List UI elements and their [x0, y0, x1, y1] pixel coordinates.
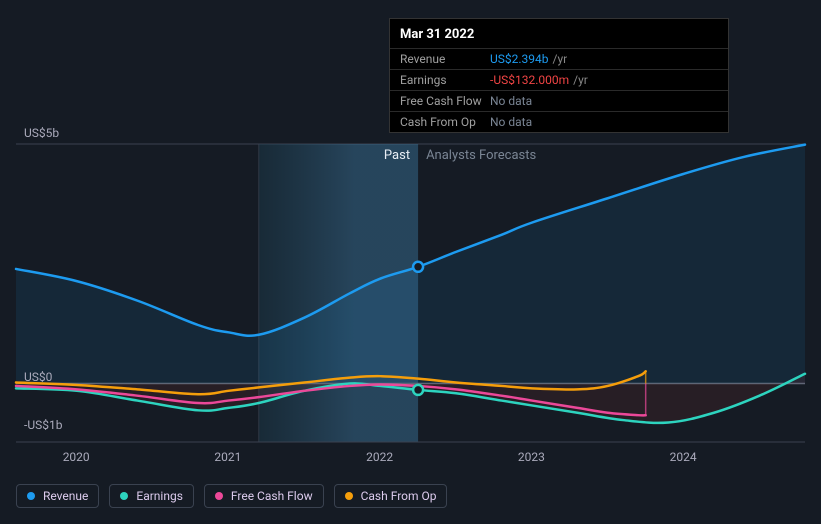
- legend-item-earnings[interactable]: Earnings: [109, 484, 194, 508]
- y-axis-label: US$5b: [24, 126, 59, 140]
- legend-item-label: Free Cash Flow: [231, 489, 313, 503]
- legend-dot-icon: [120, 492, 128, 500]
- chart-legend: Revenue Earnings Free Cash Flow Cash From O…: [16, 484, 447, 508]
- tooltip-row-value: US$2.394b: [490, 52, 549, 66]
- tooltip-row-value: No data: [490, 115, 532, 129]
- legend-item-label: Cash From Op: [361, 489, 437, 503]
- x-axis-label: 2024: [670, 450, 697, 464]
- tooltip-row: Cash From OpNo data: [390, 111, 728, 132]
- chart-tooltip: Mar 31 2022RevenueUS$2.394b/yrEarnings-U…: [389, 18, 729, 133]
- legend-dot-icon: [345, 492, 353, 500]
- section-label-forecast: Analysts Forecasts: [426, 148, 536, 163]
- legend-dot-icon: [27, 492, 35, 500]
- x-axis-label: 2023: [518, 450, 545, 464]
- legend-item-label: Revenue: [43, 489, 88, 503]
- legend-item-label: Earnings: [136, 489, 183, 503]
- tooltip-row-label: Earnings: [400, 73, 490, 87]
- tooltip-row: Earnings-US$132.000m/yr: [390, 69, 728, 90]
- x-axis-label: 2021: [214, 450, 241, 464]
- legend-dot-icon: [215, 492, 223, 500]
- tooltip-row-label: Revenue: [400, 52, 490, 66]
- y-axis-label: US$0: [24, 370, 52, 384]
- x-axis-label: 2020: [63, 450, 90, 464]
- tooltip-row-value: -US$132.000m: [490, 73, 569, 87]
- section-label-past: Past: [384, 148, 410, 163]
- legend-item-revenue[interactable]: Revenue: [16, 484, 99, 508]
- x-axis-label: 2022: [366, 450, 393, 464]
- tooltip-row-label: Cash From Op: [400, 115, 490, 129]
- marker: [413, 385, 423, 395]
- tooltip-row: Free Cash FlowNo data: [390, 90, 728, 111]
- tooltip-title: Mar 31 2022: [390, 23, 728, 48]
- tooltip-row: RevenueUS$2.394b/yr: [390, 48, 728, 69]
- tooltip-row-unit: /yr: [573, 73, 588, 87]
- legend-item-cfo[interactable]: Cash From Op: [334, 484, 448, 508]
- tooltip-row-unit: /yr: [553, 52, 568, 66]
- financial-forecast-chart: US$5b US$0 -US$1b 2020 2021 2022 2023 2024 Past A…: [0, 0, 821, 524]
- tooltip-row-value: No data: [490, 94, 532, 108]
- tooltip-row-label: Free Cash Flow: [400, 94, 490, 108]
- legend-item-fcf[interactable]: Free Cash Flow: [204, 484, 324, 508]
- y-axis-label: -US$1b: [24, 418, 62, 432]
- marker: [413, 262, 423, 272]
